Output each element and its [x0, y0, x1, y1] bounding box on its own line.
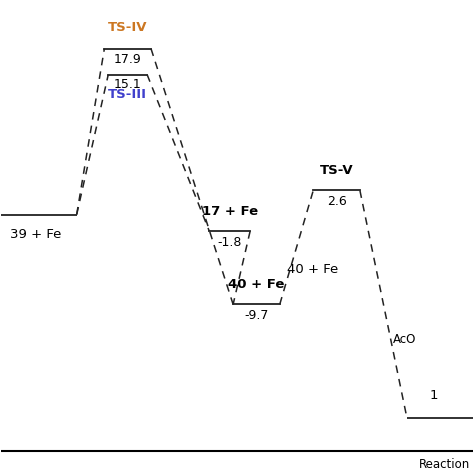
Text: 2.6: 2.6: [327, 195, 346, 208]
Text: Reaction: Reaction: [419, 458, 470, 471]
Text: AcO: AcO: [393, 333, 416, 346]
Text: 17 + Fe: 17 + Fe: [201, 205, 258, 218]
Text: 39 + Fe: 39 + Fe: [9, 228, 61, 241]
Text: 17.9: 17.9: [114, 53, 142, 66]
Text: 15.1: 15.1: [114, 78, 142, 91]
Text: 1: 1: [429, 389, 438, 401]
Text: TS-III: TS-III: [108, 89, 147, 101]
Text: TS-IV: TS-IV: [108, 21, 147, 34]
Text: -1.8: -1.8: [218, 236, 242, 249]
Text: -9.7: -9.7: [244, 309, 269, 322]
Text: 40 + Fe: 40 + Fe: [228, 278, 284, 292]
Text: 40 + Fe: 40 + Fe: [287, 263, 338, 276]
Text: TS-V: TS-V: [320, 164, 354, 177]
